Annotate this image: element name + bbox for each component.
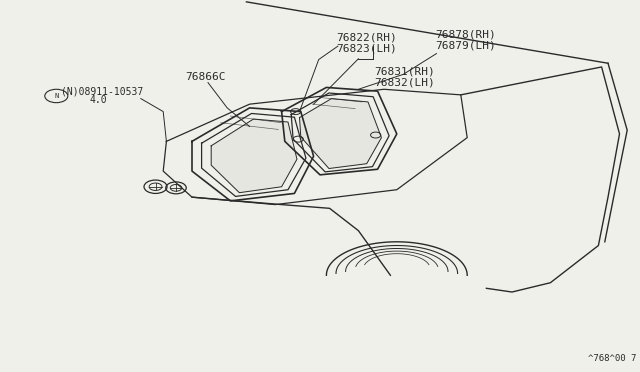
Text: 76879(LH): 76879(LH) [435,40,496,50]
Polygon shape [300,99,381,169]
Text: (N)08911-10537: (N)08911-10537 [61,87,143,97]
Text: 76832(LH): 76832(LH) [374,77,435,87]
Text: 76831(RH): 76831(RH) [374,66,435,76]
Text: N: N [54,93,58,99]
Text: 76822(RH): 76822(RH) [336,33,397,43]
Polygon shape [211,119,297,193]
Text: 76878(RH): 76878(RH) [435,29,496,39]
Text: ^768^00 7: ^768^00 7 [588,354,637,363]
Text: 4.0: 4.0 [90,95,108,105]
Text: 76823(LH): 76823(LH) [336,44,397,54]
Text: 76866C: 76866C [186,72,226,82]
